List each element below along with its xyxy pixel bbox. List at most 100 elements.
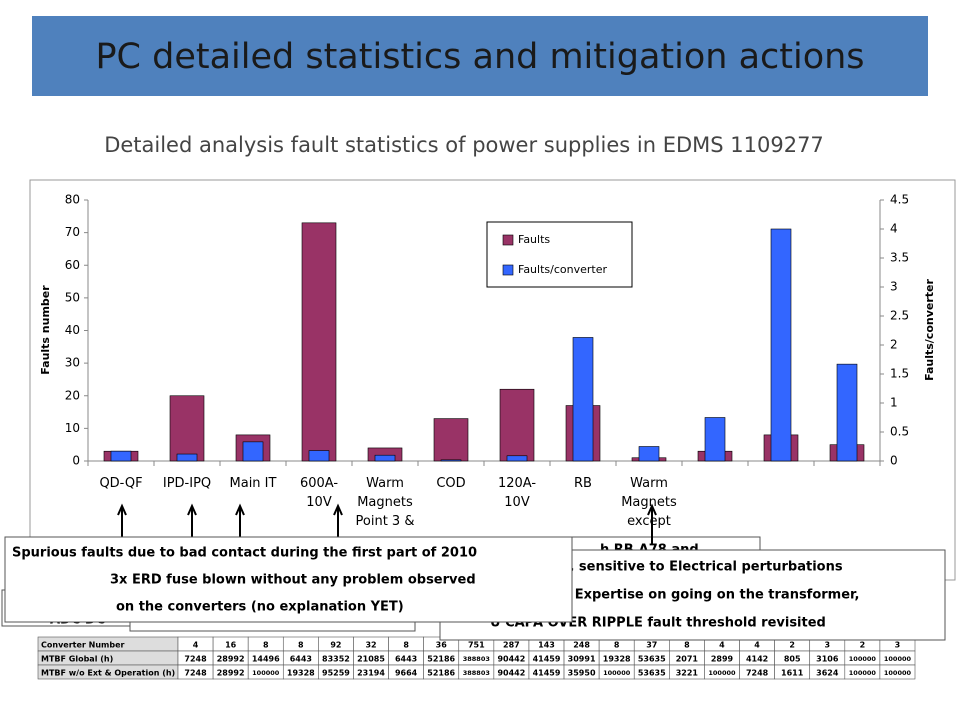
callout-text: 3x ERD fuse blown without any problem ob…: [110, 573, 476, 588]
table-cell: [879, 664, 916, 680]
table-text: 143: [538, 641, 555, 650]
table-text: 41459: [533, 669, 561, 678]
table-text: 90442: [497, 669, 525, 678]
table-text: MTBF Global (h): [41, 655, 113, 664]
table-text: 30991: [568, 655, 596, 664]
y-axis-label: Faults number: [39, 285, 52, 375]
table-text: 92: [330, 641, 341, 650]
table-text: 3106: [816, 655, 839, 664]
bar: [301, 222, 337, 462]
bar: [440, 459, 462, 462]
y-tick-label: 70: [65, 225, 80, 239]
table-text: 53635: [638, 655, 666, 664]
legend-swatch: [502, 234, 514, 246]
bar: [770, 228, 792, 462]
table-text: MTBF w/o Ext & Operation (h): [41, 669, 175, 678]
table-text: 2071: [676, 655, 699, 664]
table-text: 21085: [357, 655, 385, 664]
table-text: 19328: [287, 669, 315, 678]
y-tick-label: 0: [72, 454, 80, 468]
subtitle: Detailed analysis fault statistics of po…: [104, 133, 824, 157]
table-text: 37: [646, 641, 657, 650]
callout-text: l, sensitive to Electrical perturbations: [565, 560, 843, 575]
table-text: 35950: [568, 669, 596, 678]
bar: [704, 417, 726, 462]
table-text: 248: [573, 641, 590, 650]
table-text: 9664: [395, 669, 418, 678]
slide-title: PC detailed statistics and mitigation ac…: [95, 37, 864, 77]
bar: [374, 454, 396, 462]
table-text: 8: [614, 641, 620, 650]
table-text: 32: [365, 641, 376, 650]
table-text: 7248: [184, 669, 207, 678]
table-text: 6443: [395, 655, 417, 664]
table-text: 3624: [816, 669, 839, 678]
table-text: 16: [225, 641, 237, 650]
table-text: 100000: [252, 669, 280, 677]
y-tick-label: 60: [65, 258, 80, 272]
bar: [176, 453, 198, 462]
table-text: 3: [895, 641, 901, 650]
table-text: 6443: [290, 655, 312, 664]
y2-tick-label: 2.5: [890, 309, 909, 323]
bar: [638, 446, 660, 462]
bar: [506, 455, 528, 462]
table-text: 3: [824, 641, 830, 650]
y2-tick-label: 3: [890, 280, 898, 294]
x-tick-label: Main IT: [230, 476, 277, 491]
bar: [308, 450, 330, 462]
x-tick-label: Warm Magnets except: [621, 476, 677, 529]
y-tick-label: 20: [65, 388, 80, 402]
x-tick-label: QD-QF: [99, 476, 142, 491]
table-text: 8: [684, 641, 690, 650]
table-text: 100000: [849, 669, 877, 677]
table-text: 95259: [322, 669, 350, 678]
table-text: 8: [263, 641, 269, 650]
bar: [572, 337, 594, 462]
y-tick-label: 10: [65, 421, 80, 435]
y-tick-label: 50: [65, 290, 80, 304]
table-text: Converter Number: [41, 641, 125, 650]
y2-tick-label: 0.5: [890, 425, 909, 439]
x-tick-label: RB: [574, 476, 592, 491]
y2-tick-label: 1: [890, 396, 898, 410]
callout-text: on the converters (no explanation YET): [116, 600, 404, 615]
table-text: 2: [789, 641, 795, 650]
table-text: 83352: [322, 655, 350, 664]
table-text: 36: [436, 641, 448, 650]
table-text: 4: [754, 641, 760, 650]
table-text: 4: [719, 641, 725, 650]
x-tick-label: 600A-10V: [300, 476, 338, 510]
table-text: 41459: [533, 655, 561, 664]
table-text: 4142: [746, 655, 768, 664]
table-text: 7248: [746, 669, 769, 678]
table-text: 14496: [252, 655, 280, 664]
table-text: 751: [468, 641, 485, 650]
table-text: 90442: [497, 655, 525, 664]
table-text: 805: [784, 655, 801, 664]
table-text: 23194: [357, 669, 385, 678]
table-text: 287: [503, 641, 520, 650]
table-text: 7248: [184, 655, 207, 664]
y-tick-label: 80: [65, 193, 80, 207]
table-text: 1611: [781, 669, 804, 678]
y2-axis-label: Faults/converter: [923, 279, 936, 381]
table-text: 52186: [427, 655, 455, 664]
table-text: 100000: [708, 669, 736, 677]
table-text: 100000: [849, 655, 877, 663]
y2-tick-label: 4: [890, 222, 898, 236]
table-text: 388803: [463, 655, 490, 663]
table-text: 8: [298, 641, 304, 650]
bar: [242, 441, 264, 462]
callout-text: Spurious faults due to bad contact durin…: [12, 546, 477, 561]
table-text: 28992: [217, 669, 245, 678]
callout-box: [4, 536, 573, 623]
table-text: 52186: [427, 669, 455, 678]
table-text: 2899: [711, 655, 734, 664]
table-text: 2: [860, 641, 866, 650]
bar: [110, 450, 132, 462]
bar: [169, 395, 205, 462]
table-text: 19328: [603, 655, 631, 664]
table-text: 3221: [676, 669, 699, 678]
